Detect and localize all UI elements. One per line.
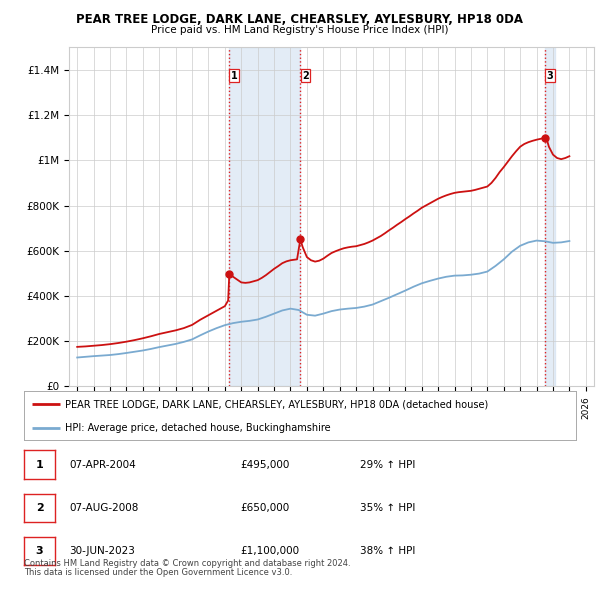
- Text: 38% ↑ HPI: 38% ↑ HPI: [360, 546, 415, 556]
- Text: 35% ↑ HPI: 35% ↑ HPI: [360, 503, 415, 513]
- Text: 29% ↑ HPI: 29% ↑ HPI: [360, 460, 415, 470]
- Text: 3: 3: [36, 546, 43, 556]
- Text: This data is licensed under the Open Government Licence v3.0.: This data is licensed under the Open Gov…: [24, 568, 292, 576]
- Text: Contains HM Land Registry data © Crown copyright and database right 2024.: Contains HM Land Registry data © Crown c…: [24, 559, 350, 568]
- Text: £650,000: £650,000: [240, 503, 289, 513]
- Text: PEAR TREE LODGE, DARK LANE, CHEARSLEY, AYLESBURY, HP18 0DA: PEAR TREE LODGE, DARK LANE, CHEARSLEY, A…: [77, 13, 523, 26]
- Text: PEAR TREE LODGE, DARK LANE, CHEARSLEY, AYLESBURY, HP18 0DA (detached house): PEAR TREE LODGE, DARK LANE, CHEARSLEY, A…: [65, 399, 488, 409]
- Text: £495,000: £495,000: [240, 460, 289, 470]
- Text: 2: 2: [36, 503, 43, 513]
- Text: 07-APR-2004: 07-APR-2004: [69, 460, 136, 470]
- Text: 1: 1: [36, 460, 43, 470]
- Bar: [545, 47, 554, 386]
- Text: 1: 1: [231, 71, 238, 81]
- Bar: [229, 47, 301, 386]
- Text: 3: 3: [547, 71, 553, 81]
- Text: £1,100,000: £1,100,000: [240, 546, 299, 556]
- Text: Price paid vs. HM Land Registry's House Price Index (HPI): Price paid vs. HM Land Registry's House …: [151, 25, 449, 35]
- Text: HPI: Average price, detached house, Buckinghamshire: HPI: Average price, detached house, Buck…: [65, 424, 331, 434]
- Text: 07-AUG-2008: 07-AUG-2008: [69, 503, 139, 513]
- Text: 2: 2: [302, 71, 309, 81]
- Text: 30-JUN-2023: 30-JUN-2023: [69, 546, 135, 556]
